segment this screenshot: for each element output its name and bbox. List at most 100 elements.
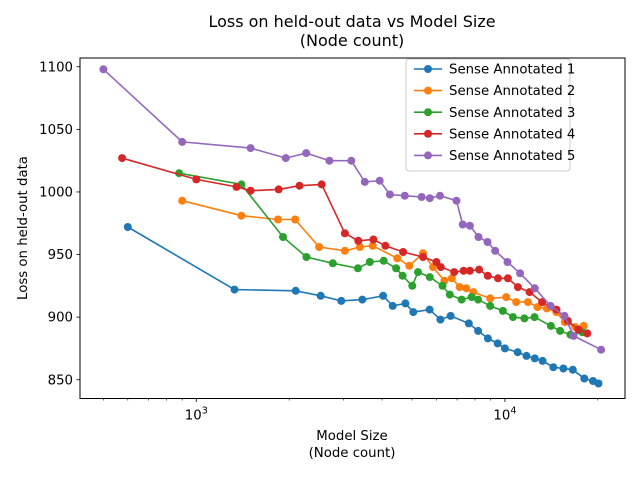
data-point-marker <box>574 325 583 334</box>
data-point-marker <box>523 298 532 307</box>
data-point-marker <box>464 319 473 328</box>
x-axis-label-line2: (Node count) <box>309 446 396 461</box>
data-point-marker <box>516 269 525 278</box>
data-point-marker <box>458 220 467 229</box>
data-point-marker <box>291 215 300 224</box>
legend-item-label: Sense Annotated 4 <box>449 127 575 142</box>
legend-item-4: Sense Annotated 4 <box>414 127 575 142</box>
data-point-marker <box>530 313 539 322</box>
data-point-marker <box>316 291 325 300</box>
data-point-marker <box>192 175 201 184</box>
data-point-marker <box>399 248 408 256</box>
data-point-marker <box>246 144 255 153</box>
data-point-marker <box>368 241 377 250</box>
y-axis-label: Loss on held-out data <box>16 156 31 300</box>
series-line <box>178 172 583 336</box>
data-point-marker <box>465 221 474 230</box>
data-point-marker <box>419 253 427 261</box>
data-point-marker <box>417 193 426 201</box>
data-point-marker <box>325 156 334 165</box>
data-point-marker <box>393 254 402 263</box>
data-point-marker <box>513 348 522 357</box>
data-point-marker <box>568 365 577 374</box>
data-point-marker <box>340 246 349 255</box>
data-point-marker <box>465 266 474 275</box>
legend-marker <box>424 65 432 73</box>
data-point-marker <box>560 311 569 320</box>
legend-box <box>405 58 571 172</box>
data-point-marker <box>315 243 324 251</box>
data-point-marker <box>546 321 555 330</box>
data-point-marker <box>354 236 363 245</box>
data-point-marker <box>178 196 187 205</box>
data-point-marker <box>522 351 531 360</box>
data-point-marker <box>317 180 326 189</box>
data-point-marker <box>398 271 407 280</box>
data-point-marker <box>328 259 337 268</box>
data-point-marker <box>353 264 362 273</box>
data-point-marker <box>583 329 592 338</box>
data-point-marker <box>498 306 507 315</box>
data-point-marker <box>436 263 445 272</box>
data-point-marker <box>379 256 388 265</box>
x-tick-label: 104 <box>493 406 516 424</box>
data-point-marker <box>99 65 108 74</box>
chart-title-line2: (Node count) <box>300 31 404 50</box>
data-point-marker <box>381 241 390 250</box>
x-tick-label: 103 <box>185 406 208 424</box>
data-point-marker <box>459 266 468 275</box>
y-tick-label: 1100 <box>39 60 73 75</box>
data-point-marker <box>445 290 454 299</box>
data-point-marker <box>425 273 434 282</box>
series-1 <box>123 223 603 388</box>
data-point-marker <box>513 283 522 292</box>
data-point-marker <box>302 253 311 261</box>
data-point-marker <box>457 295 466 304</box>
data-point-marker <box>597 345 606 354</box>
data-point-marker <box>530 284 539 293</box>
data-point-marker <box>475 265 484 274</box>
data-point-marker <box>474 326 483 335</box>
data-point-marker <box>446 311 455 320</box>
data-point-marker <box>340 229 349 238</box>
data-point-marker <box>409 308 418 317</box>
data-point-marker <box>546 301 555 310</box>
data-point-marker <box>447 274 456 283</box>
x-axis-label-line1: Model Size <box>316 429 387 444</box>
data-point-marker <box>388 301 397 310</box>
data-point-marker <box>246 186 255 195</box>
data-point-marker <box>483 238 492 246</box>
data-point-marker <box>493 339 502 348</box>
legend-item-2: Sense Annotated 2 <box>414 84 575 99</box>
data-point-marker <box>392 264 401 273</box>
data-point-marker <box>274 215 282 224</box>
data-point-marker <box>401 299 410 308</box>
series-line <box>127 226 599 385</box>
y-tick-label: 1000 <box>39 186 73 201</box>
data-point-marker <box>500 344 509 353</box>
data-point-marker <box>358 295 367 304</box>
data-point-marker <box>438 281 447 290</box>
data-point-marker <box>360 177 369 186</box>
data-point-marker <box>347 156 356 165</box>
data-point-marker <box>520 314 529 323</box>
data-point-marker <box>474 295 483 304</box>
legend-marker <box>424 129 432 138</box>
series-3 <box>175 169 587 339</box>
series-5 <box>99 65 606 354</box>
data-point-marker <box>569 331 578 340</box>
series-4 <box>118 154 592 338</box>
data-point-marker <box>118 154 127 163</box>
data-point-marker <box>232 182 241 191</box>
data-point-marker <box>538 298 547 307</box>
data-point-marker <box>580 374 589 383</box>
series-line <box>121 157 588 335</box>
data-point-marker <box>462 284 471 293</box>
data-point-marker <box>178 137 187 146</box>
y-tick-label: 1050 <box>39 123 73 138</box>
data-point-marker <box>281 154 290 163</box>
legend-marker <box>424 86 432 95</box>
data-point-marker <box>365 258 374 266</box>
